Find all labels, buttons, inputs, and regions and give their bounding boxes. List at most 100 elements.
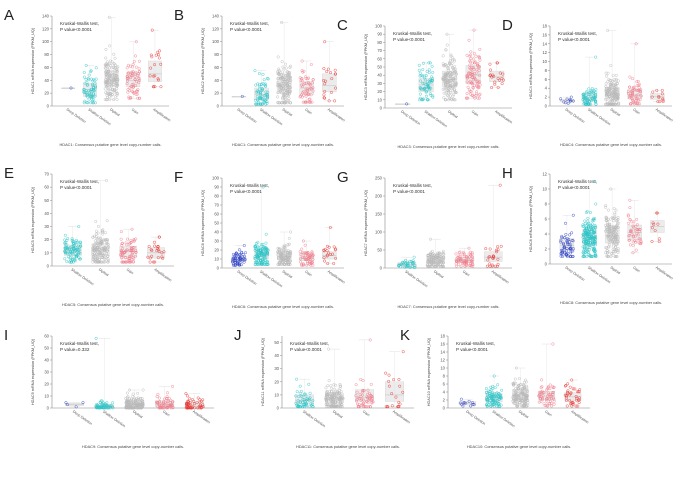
data-point xyxy=(261,72,265,76)
data-point xyxy=(371,400,375,404)
data-point xyxy=(513,377,517,381)
y-tick-label: 4 xyxy=(545,86,548,91)
data-point xyxy=(304,92,308,96)
data-point xyxy=(94,336,98,340)
data-point xyxy=(607,241,611,245)
data-point xyxy=(306,92,310,96)
data-point xyxy=(253,255,257,259)
data-point xyxy=(365,395,369,399)
data-point xyxy=(277,250,281,254)
group-0: Deep Deletion xyxy=(395,102,421,126)
data-point xyxy=(102,248,106,252)
data-point xyxy=(68,247,72,251)
data-point xyxy=(281,96,285,100)
y-tick-label: 0 xyxy=(545,262,548,267)
data-point xyxy=(539,397,543,401)
data-point xyxy=(496,77,500,81)
category-label: Amplification xyxy=(152,108,171,123)
group-4: Amplification xyxy=(184,392,211,425)
data-point xyxy=(615,218,619,222)
data-point xyxy=(563,245,567,249)
data-point xyxy=(68,260,72,264)
data-point xyxy=(89,89,93,93)
data-point xyxy=(199,399,203,403)
data-point xyxy=(258,95,262,99)
data-point xyxy=(337,392,341,396)
data-point xyxy=(612,251,616,255)
data-point xyxy=(394,395,398,399)
panel-letter: E xyxy=(4,165,14,182)
y-tick-label: 30 xyxy=(44,224,49,229)
data-point xyxy=(136,406,140,410)
data-point xyxy=(571,99,575,103)
data-point xyxy=(604,71,608,75)
data-point xyxy=(637,98,641,102)
data-point xyxy=(496,86,500,89)
data-point xyxy=(628,198,632,202)
data-point xyxy=(354,399,358,403)
data-point xyxy=(399,263,403,267)
data-point xyxy=(418,92,422,96)
data-point xyxy=(308,391,312,395)
data-point xyxy=(459,264,463,268)
data-point xyxy=(70,237,74,241)
data-point xyxy=(128,403,132,407)
data-point xyxy=(562,247,566,251)
data-point xyxy=(279,72,283,76)
data-point xyxy=(196,406,200,410)
data-point xyxy=(333,72,337,76)
data-point xyxy=(655,211,659,215)
data-point xyxy=(637,237,641,241)
data-point xyxy=(167,396,171,400)
data-point xyxy=(63,246,67,250)
data-point xyxy=(153,85,157,89)
data-point xyxy=(492,74,496,78)
data-point xyxy=(564,383,568,387)
y-tick-label: 0 xyxy=(380,106,383,111)
data-point xyxy=(128,258,132,262)
data-point xyxy=(511,395,515,399)
group-0: Deep Deletion xyxy=(559,213,585,282)
data-point xyxy=(607,95,611,99)
data-point xyxy=(325,253,329,257)
y-tick-label: 6 xyxy=(443,382,446,387)
data-point xyxy=(563,393,567,397)
data-point xyxy=(631,99,635,103)
data-point xyxy=(604,215,608,219)
data-point xyxy=(452,76,456,80)
data-point xyxy=(332,387,336,391)
data-point xyxy=(637,230,641,234)
data-point xyxy=(628,243,632,247)
data-point xyxy=(549,394,553,398)
data-point xyxy=(340,405,344,409)
data-point xyxy=(566,237,570,241)
data-point xyxy=(323,90,327,94)
data-point xyxy=(305,397,309,401)
data-point xyxy=(428,61,432,65)
data-point xyxy=(474,54,478,58)
data-point xyxy=(73,249,77,253)
data-point xyxy=(285,73,289,77)
data-point xyxy=(261,246,265,250)
group-0: Deep Deletion xyxy=(458,397,486,426)
data-point xyxy=(311,78,315,82)
data-point xyxy=(231,252,235,256)
data-point xyxy=(584,91,588,95)
y-tick-label: 20 xyxy=(377,89,382,94)
data-point xyxy=(243,254,247,258)
y-tick-label: 10 xyxy=(44,250,49,255)
data-point xyxy=(574,404,578,408)
data-point xyxy=(418,96,422,100)
data-point xyxy=(490,403,494,407)
data-point xyxy=(484,398,488,402)
data-point xyxy=(300,95,304,99)
data-point xyxy=(114,74,118,78)
data-point xyxy=(254,102,258,106)
data-point xyxy=(157,235,161,239)
panel-letter: I xyxy=(4,327,8,344)
data-point xyxy=(570,404,574,408)
data-point xyxy=(276,84,280,88)
data-point xyxy=(301,397,305,401)
group-4: Amplification xyxy=(147,28,171,123)
data-point xyxy=(63,241,67,245)
